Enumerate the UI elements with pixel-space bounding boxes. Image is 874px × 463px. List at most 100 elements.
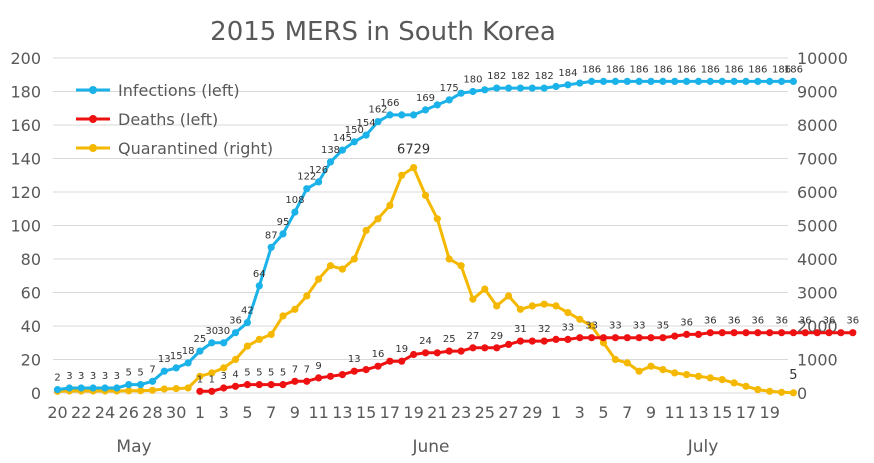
data-point [493,344,501,352]
death-data-label: 36 [799,316,812,327]
data-point [481,86,489,94]
data-point [659,77,667,85]
data-point [588,322,596,330]
data-point [326,158,335,166]
data-point [671,332,679,340]
data-point [398,357,406,365]
infection-data-label: 2 [54,373,60,384]
left-tick-label: 20 [21,351,41,370]
data-point [706,374,714,382]
data-point [671,77,679,85]
data-point [398,111,406,119]
left-tick-label: 140 [10,150,41,169]
data-point [659,366,667,374]
x-tick-label: 26 [119,403,139,422]
infection-data-label: 182 [487,71,506,82]
chart-title: 2015 MERS in South Korea [210,17,556,47]
infection-data-label: 169 [416,93,435,104]
data-point [338,265,346,273]
data-point [326,262,335,270]
data-point [160,367,168,375]
x-tick-label: 19 [760,403,780,422]
data-point [516,84,525,92]
death-data-label: 33 [585,321,598,332]
x-tick-label: 29 [522,403,542,422]
data-point [231,329,240,337]
death-data-label: 35 [657,321,670,332]
x-tick-label: 13 [332,403,352,422]
data-point [564,335,572,343]
left-tick-label: 40 [21,317,41,336]
data-point [505,292,513,300]
x-tick-label: 21 [427,403,447,422]
right-tick-label: 3000 [797,284,838,303]
data-point [291,305,299,313]
data-point [540,84,548,92]
data-point [730,77,738,85]
infection-data-label: 64 [253,269,266,280]
death-data-label: 1 [209,374,215,385]
death-data-label: 16 [372,349,385,360]
data-point [599,77,608,85]
data-point [552,302,560,310]
death-data-label: 5 [256,368,262,379]
data-point [148,386,157,394]
death-data-label: 19 [395,344,408,355]
data-point [267,381,275,389]
right-tick-label: 6000 [797,183,838,202]
data-point [303,377,311,385]
series-quarantined: 6729 5 [53,143,798,397]
data-point [243,342,251,350]
data-point [410,350,418,359]
death-data-label: 33 [562,322,575,333]
data-point [789,77,798,85]
data-point [457,89,465,97]
data-point [315,374,323,382]
data-point [718,77,726,85]
x-tick-label: 3 [575,403,585,422]
death-data-label: 5 [268,368,274,379]
data-point [326,372,335,380]
data-point [125,387,133,395]
x-tick-label: 9 [290,403,300,422]
data-point [255,335,263,343]
data-point [505,84,513,92]
data-point [208,369,216,377]
data-point [718,329,726,337]
data-point [825,329,833,337]
infection-data-label: 30 [205,326,218,337]
left-tick-label: 0 [31,384,41,403]
legend: Infections (left) Deaths (left) Quarantine… [76,81,273,158]
data-point [196,347,204,355]
x-tick-label: 5 [242,403,252,422]
data-point [588,334,596,342]
infection-data-label: 166 [380,98,399,109]
data-point [350,255,358,263]
data-point [338,146,346,154]
death-data-label: 33 [633,321,646,332]
data-point [599,339,608,347]
infection-data-label: 87 [265,230,278,241]
data-point [208,387,216,395]
data-point [516,337,525,345]
death-data-label: 31 [514,324,527,335]
data-point [576,334,584,342]
month-label-july: July [687,437,719,457]
data-point [623,359,631,367]
infection-data-label: 186 [701,64,720,75]
death-data-label: 7 [304,364,310,375]
x-tick-label: 1 [551,403,561,422]
quarantine-data-label: 5 [789,368,797,383]
infection-data-label: 186 [772,64,791,75]
month-label-may: May [116,437,151,457]
infection-data-label: 30 [217,326,230,337]
data-point [220,364,228,372]
infection-data-label: 186 [784,64,803,75]
infection-data-label: 15 [170,351,183,362]
x-tick-label: 28 [142,403,162,422]
data-point [469,295,477,303]
infection-data-label: 186 [653,64,672,75]
x-tick-label: 15 [356,403,376,422]
